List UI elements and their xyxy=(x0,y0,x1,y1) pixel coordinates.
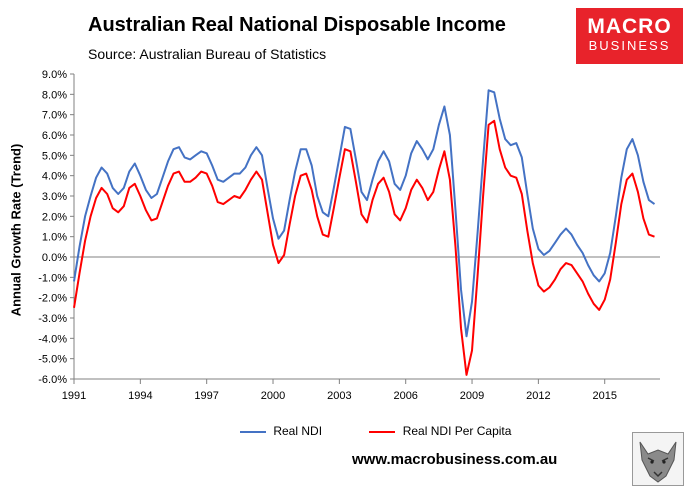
x-tick-label: 1997 xyxy=(194,390,218,402)
legend-item-real-ndi: Real NDI xyxy=(240,424,322,438)
website-url: www.macrobusiness.com.au xyxy=(352,451,558,468)
y-tick-label: 1.0% xyxy=(42,232,67,244)
y-tick-label: -6.0% xyxy=(38,374,67,386)
line-chart: 9.0% 8.0% 7.0% 6.0% 5.0% 4.0% 3.0% 2.0% 1.0% 0.0%… xyxy=(38,69,660,402)
chart-title: Australian Real National Disposable Inco… xyxy=(88,14,506,36)
x-tick-label: 2012 xyxy=(526,390,550,402)
legend-item-real-ndi-per-capita: Real NDI Per Capita xyxy=(369,424,511,438)
y-tick-label: 9.0% xyxy=(42,69,67,81)
x-tick-label: 2000 xyxy=(261,390,285,402)
y-tick-label: 2.0% xyxy=(42,211,67,223)
legend-label-real-ndi-per-capita: Real NDI Per Capita xyxy=(402,424,512,438)
series-line-real-ndi xyxy=(73,89,656,338)
y-tick-label: -4.0% xyxy=(38,333,67,345)
logo-line-1: MACRO xyxy=(587,15,672,38)
x-tick-label: 2003 xyxy=(327,390,351,402)
legend-swatch-real-ndi-per-capita xyxy=(369,430,396,433)
y-tick-label: 8.0% xyxy=(42,89,67,101)
macrobusiness-logo: MACRO BUSINESS xyxy=(576,8,683,64)
x-tick-label: 2006 xyxy=(393,390,417,402)
y-tick-label: -3.0% xyxy=(38,313,67,325)
x-tick-label: 2015 xyxy=(592,390,616,402)
legend: Real NDI Real NDI Per Capita xyxy=(240,424,555,438)
y-tick-label: -5.0% xyxy=(38,354,67,366)
y-tick-label: -1.0% xyxy=(38,272,67,284)
y-tick-label: -2.0% xyxy=(38,293,67,305)
x-tick-label: 1991 xyxy=(62,390,86,402)
x-tick-label: 1994 xyxy=(128,390,152,402)
y-tick-label: 4.0% xyxy=(42,171,67,183)
legend-label-real-ndi: Real NDI xyxy=(273,424,323,438)
legend-swatch-real-ndi xyxy=(240,430,266,433)
x-tick-label: 2009 xyxy=(460,390,484,402)
chart-source: Source: Australian Bureau of Statistics xyxy=(88,46,327,62)
y-tick-label: 0.0% xyxy=(42,252,67,264)
y-tick-label: 7.0% xyxy=(42,110,67,122)
y-tick-label: 5.0% xyxy=(42,150,67,162)
series-line-real-ndi-per-capita xyxy=(73,119,655,376)
y-tick-label: 6.0% xyxy=(42,130,67,142)
y-tick-label: 3.0% xyxy=(42,191,67,203)
logo-line-2: BUSINESS xyxy=(588,38,671,53)
wolf-icon xyxy=(632,432,684,486)
